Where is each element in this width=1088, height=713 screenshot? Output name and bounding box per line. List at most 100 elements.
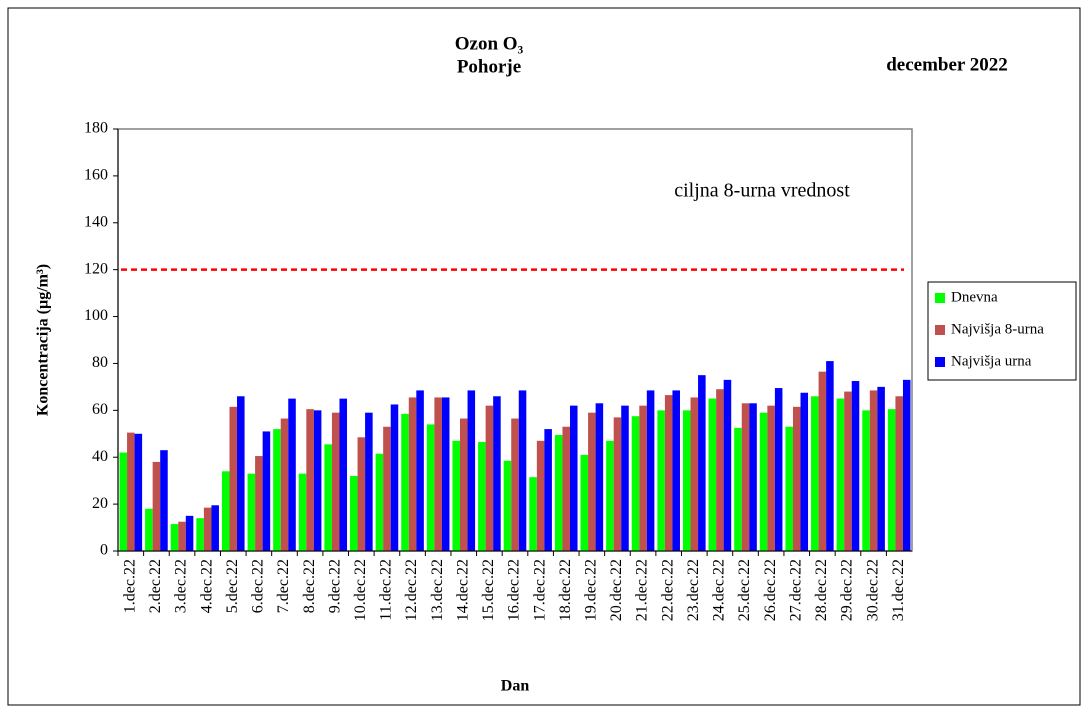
bar	[580, 454, 589, 551]
x-tick-label: 29.dec.22	[839, 559, 856, 621]
x-tick-label: 23.dec.22	[685, 559, 702, 621]
reference-label: ciljna 8-urna vrednost	[674, 180, 850, 202]
x-tick-label: 14.dec.22	[454, 559, 471, 621]
bar	[511, 418, 519, 551]
y-tick-label: 160	[84, 167, 108, 184]
bar	[416, 390, 424, 551]
bar	[895, 396, 903, 551]
bar	[588, 412, 596, 551]
x-tick-label: 17.dec.22	[531, 559, 548, 621]
bar	[170, 524, 179, 551]
y-tick-label: 20	[92, 495, 108, 512]
bar	[237, 396, 245, 551]
x-tick-label: 7.dec.22	[275, 559, 292, 613]
bar	[178, 521, 186, 551]
bar	[247, 473, 256, 551]
bar	[708, 398, 717, 551]
x-tick-label: 3.dec.22	[173, 559, 190, 613]
y-axis-title: Koncentracija (µg/m³)	[35, 264, 52, 416]
bar	[902, 379, 911, 551]
x-tick-label: 25.dec.22	[736, 559, 753, 621]
bar	[887, 409, 896, 551]
bar	[119, 452, 128, 551]
x-tick-label: 5.dec.22	[224, 559, 241, 613]
legend-swatch	[935, 325, 945, 335]
chart-title: Ozon O₃	[455, 33, 524, 54]
bar	[844, 391, 852, 551]
y-tick-label: 180	[84, 120, 108, 137]
bar	[221, 471, 230, 551]
x-tick-label: 1.dec.22	[121, 559, 138, 613]
bar	[749, 403, 757, 551]
bar	[554, 434, 563, 551]
bar	[331, 412, 340, 551]
legend-swatch	[935, 293, 945, 303]
bar	[203, 507, 212, 551]
bar	[836, 398, 845, 551]
y-tick-label: 100	[84, 307, 108, 324]
bar	[313, 410, 322, 551]
bar	[664, 395, 673, 551]
bar	[657, 410, 665, 551]
bar	[621, 405, 629, 551]
x-tick-label: 20.dec.22	[608, 559, 625, 621]
bar	[324, 444, 332, 551]
x-tick-label: 21.dec.22	[634, 559, 651, 621]
y-tick-label: 0	[100, 542, 108, 559]
bar	[145, 508, 153, 551]
bar	[682, 410, 691, 551]
bar	[134, 433, 143, 551]
x-tick-label: 22.dec.22	[659, 559, 676, 621]
bar	[723, 379, 732, 551]
bar	[229, 406, 238, 551]
bar	[401, 413, 409, 551]
bar	[339, 398, 348, 551]
legend-label: Najvišja 8-urna	[951, 321, 1044, 337]
x-tick-label: 13.dec.22	[429, 559, 446, 621]
bar	[672, 390, 680, 551]
bar	[877, 386, 885, 551]
bar	[383, 426, 391, 551]
bar	[390, 404, 399, 551]
bar	[639, 405, 647, 551]
x-tick-label: 15.dec.22	[480, 559, 497, 621]
bar	[280, 418, 289, 551]
x-tick-label: 30.dec.22	[864, 559, 881, 621]
bar	[288, 398, 296, 551]
x-tick-label: 19.dec.22	[583, 559, 600, 621]
x-tick-label: 8.dec.22	[301, 559, 318, 613]
bar	[862, 410, 870, 551]
x-tick-label: 2.dec.22	[147, 559, 164, 613]
bar	[160, 450, 168, 551]
bar	[255, 456, 263, 551]
bar	[544, 429, 552, 551]
bar	[441, 397, 450, 551]
x-tick-label: 28.dec.22	[813, 559, 830, 621]
bar	[698, 375, 706, 551]
bar	[741, 403, 750, 551]
bar	[690, 397, 699, 551]
bar	[127, 432, 135, 551]
y-tick-label: 140	[84, 213, 108, 230]
x-tick-label: 16.dec.22	[506, 559, 523, 621]
bar	[529, 477, 537, 551]
bar	[452, 440, 461, 551]
bar	[306, 409, 314, 551]
bar	[734, 427, 742, 551]
bar	[434, 397, 442, 551]
bar	[298, 473, 307, 551]
legend-label: Dnevna	[951, 289, 998, 305]
y-tick-label: 120	[84, 260, 108, 277]
x-tick-label: 31.dec.22	[890, 559, 907, 621]
bar	[185, 515, 194, 551]
bar	[785, 426, 793, 551]
bar	[767, 405, 775, 551]
bar	[774, 388, 783, 551]
legend-label: Najvišja urna	[951, 353, 1032, 369]
x-tick-label: 9.dec.22	[326, 559, 343, 613]
bar	[518, 390, 527, 551]
bar	[196, 518, 204, 551]
x-tick-label: 10.dec.22	[352, 559, 369, 621]
x-tick-label: 12.dec.22	[403, 559, 420, 621]
